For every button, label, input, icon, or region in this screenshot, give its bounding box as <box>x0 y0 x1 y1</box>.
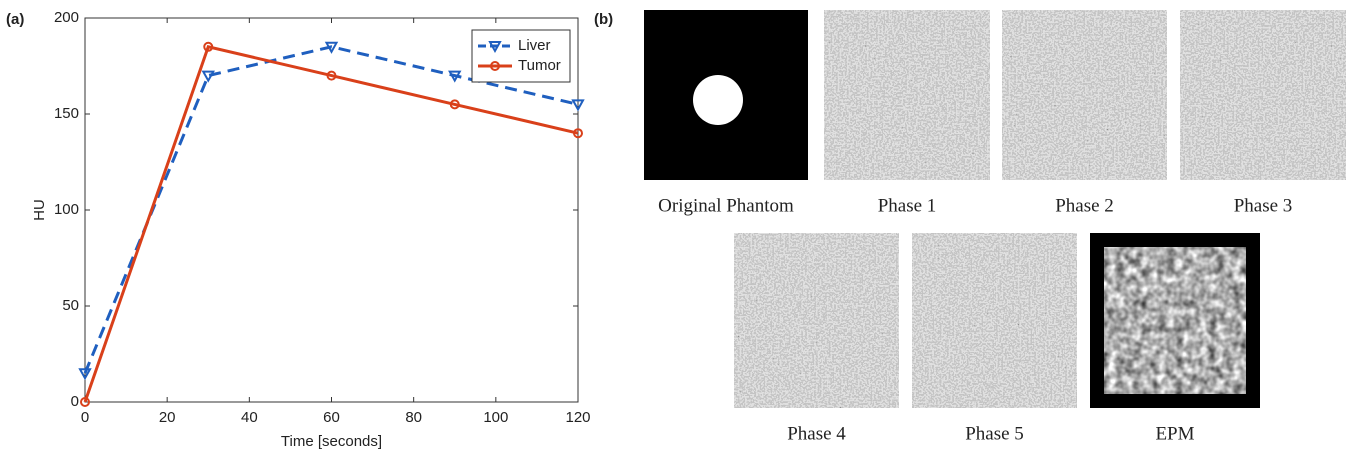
plot: 0 20 40 60 80 100 120 0 50 100 150 200 Time [seconds… <box>31 9 591 450</box>
image-panel: Original Phantom Phase 1 Phase 2 Phase 3 Pha… <box>644 10 1346 444</box>
legend: Liver Tumor <box>472 30 570 82</box>
x-tick-label: 100 <box>483 409 508 426</box>
image-caption: Phase 2 <box>1055 195 1114 216</box>
legend-label: Tumor <box>518 57 561 74</box>
x-tick-label: 120 <box>565 409 590 426</box>
y-axis-label: HU <box>31 199 48 221</box>
x-tick-label: 80 <box>405 409 422 426</box>
phase-image <box>1002 10 1167 180</box>
y-tick-label: 100 <box>54 201 79 218</box>
phase-image <box>734 233 899 408</box>
x-tick-label: 0 <box>81 409 89 426</box>
y-tick-label: 50 <box>62 297 79 314</box>
phase-image <box>824 10 990 180</box>
panel-label: (a) <box>6 11 24 28</box>
y-tick-label: 0 <box>71 393 79 410</box>
figure: (a) (b) Original Phantom Phase 1 Phase 2 Ph… <box>0 0 1352 458</box>
y-tick-label: 200 <box>54 9 79 26</box>
phantom-disc <box>693 75 743 125</box>
x-tick-label: 20 <box>159 409 176 426</box>
y-tick-label: 150 <box>54 105 79 122</box>
image-caption: EPM <box>1155 423 1194 444</box>
phase-image <box>912 233 1077 408</box>
image-caption: Phase 1 <box>878 195 937 216</box>
phase-image <box>1180 10 1346 180</box>
image-caption: Original Phantom <box>658 195 794 216</box>
x-axis-label: Time [seconds] <box>281 433 382 450</box>
panel-label: (b) <box>594 11 613 28</box>
image-caption: Phase 5 <box>965 423 1024 444</box>
x-tick-label: 40 <box>241 409 258 426</box>
legend-label: Liver <box>518 37 551 54</box>
epm-texture <box>1104 247 1246 394</box>
image-caption: Phase 4 <box>787 423 846 444</box>
image-caption: Phase 3 <box>1234 195 1293 216</box>
x-tick-label: 60 <box>323 409 340 426</box>
